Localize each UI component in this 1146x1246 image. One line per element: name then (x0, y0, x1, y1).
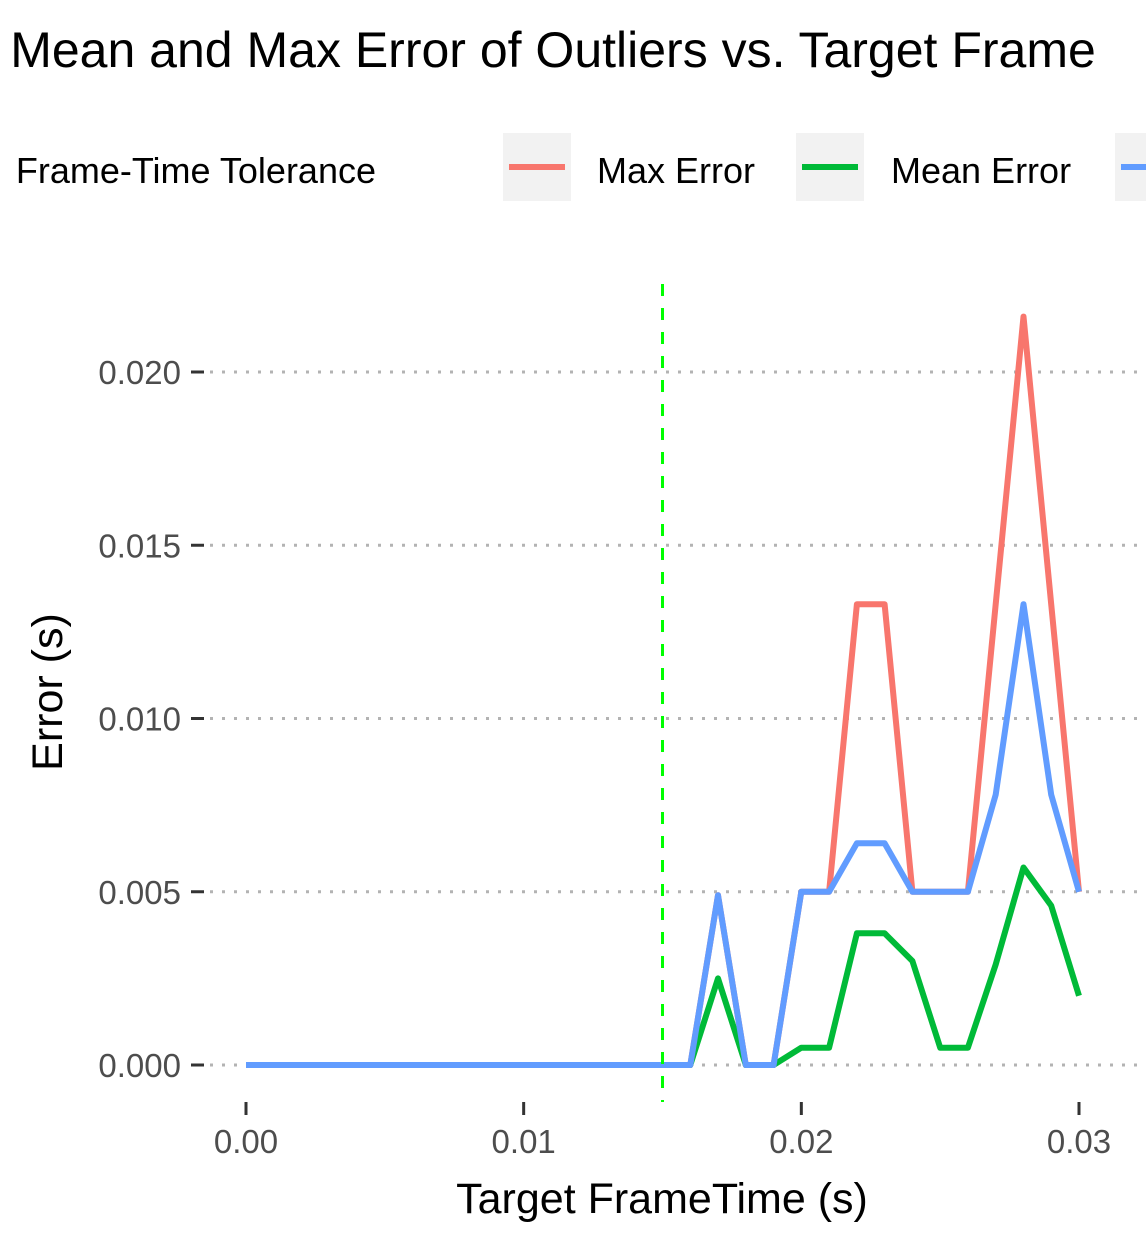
series-line-3 (246, 601, 1082, 1068)
x-axis-title: Target FrameTime (s) (456, 1175, 868, 1223)
y-axis: 0.000 0.005 0.010 0.015 0.020 (98, 354, 204, 1084)
x-tick-label: 0.02 (769, 1123, 833, 1160)
x-tick-label: 0.01 (492, 1123, 556, 1160)
y-tick-label: 0.010 (98, 701, 181, 738)
y-axis-title: Error (s) (24, 613, 72, 771)
chart-title: Mean and Max Error of Outliers vs. Targe… (10, 22, 1096, 78)
y-tick-label: 0.000 (98, 1047, 181, 1084)
x-tick-label: 0.03 (1047, 1123, 1111, 1160)
legend: Frame-Time Tolerance Max Error Mean Erro… (16, 133, 1146, 201)
series-lines (246, 313, 1082, 1068)
x-axis: 0.00 0.01 0.02 0.03 (214, 1102, 1111, 1160)
y-tick-label: 0.020 (98, 354, 181, 391)
x-tick-label: 0.00 (214, 1123, 278, 1160)
legend-label-max-error: Max Error (597, 150, 755, 191)
legend-label-tolerance: Frame-Time Tolerance (16, 150, 376, 191)
y-tick-label: 0.015 (98, 527, 181, 564)
y-tick-label: 0.005 (98, 874, 181, 911)
legend-label-mean-error: Mean Error (891, 150, 1071, 191)
